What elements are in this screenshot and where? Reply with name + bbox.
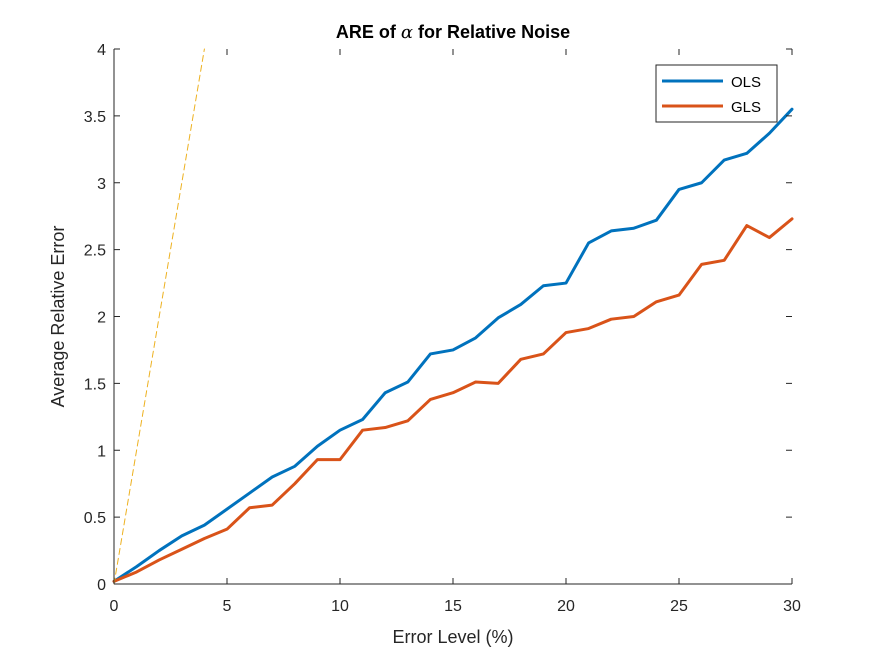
y-tick-label: 0 (97, 577, 106, 594)
x-axis-label: Error Level (%) (392, 627, 513, 647)
legend: OLS GLS (655, 64, 778, 123)
y-tick-label: 0.5 (84, 510, 106, 527)
x-tick-label: 10 (331, 598, 349, 615)
chart-title: ARE of α for Relative Noise (336, 22, 570, 43)
y-ticks: 0 0.5 1 1.5 2 2.5 3 3.5 4 (84, 42, 792, 594)
x-tick-label: 30 (783, 598, 801, 615)
x-tick-label: 20 (557, 598, 575, 615)
x-tick-label: 5 (223, 598, 232, 615)
series-line-gls (112, 217, 794, 583)
y-tick-label: 3 (97, 176, 106, 193)
series-line-reference (113, 48, 205, 585)
legend-label-gls: GLS (731, 99, 761, 116)
y-tick-label: 4 (97, 42, 106, 59)
plot-area: 0 5 10 15 20 25 30 0 0.5 1 1.5 2 2.5 3 3.5 4 (84, 42, 801, 615)
x-tick-label: 15 (444, 598, 462, 615)
y-axis-label: Average Relative Error (48, 226, 68, 408)
series-line-ols (112, 107, 794, 583)
legend-label-ols: OLS (731, 74, 761, 91)
y-tick-label: 3.5 (84, 109, 106, 126)
y-tick-label: 2.5 (84, 243, 106, 260)
x-ticks: 0 5 10 15 20 25 30 (110, 49, 801, 615)
series-layer (112, 48, 794, 585)
x-tick-label: 0 (110, 598, 119, 615)
y-tick-label: 1.5 (84, 376, 106, 393)
y-tick-label: 2 (97, 310, 106, 327)
y-tick-label: 1 (97, 443, 106, 460)
legend-box (655, 64, 778, 123)
x-tick-label: 25 (670, 598, 688, 615)
